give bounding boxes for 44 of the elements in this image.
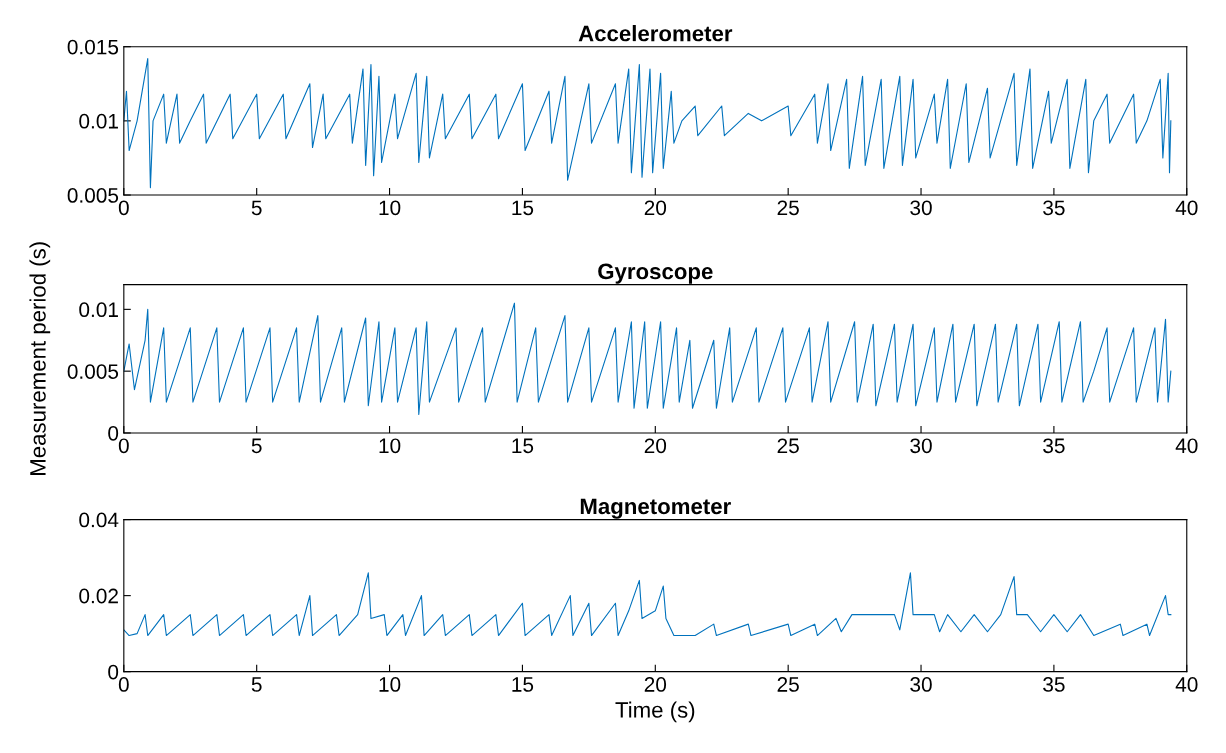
y-tick-label: 0.01 [79,302,118,318]
x-tick-label: 10 [379,438,401,454]
y-tick-label: 0.04 [79,512,119,528]
x-tick-label: 20 [644,200,667,216]
y-tick-label: 0.02 [79,588,118,604]
x-tick-label: 40 [1175,200,1198,216]
x-tick-label: 5 [251,200,262,216]
y-tick-label: 0.005 [67,188,119,203]
x-tick-label: 15 [512,438,534,454]
line-series [123,57,1172,189]
x-tick-label: 20 [644,677,667,692]
x-tick-label: 10 [379,677,401,692]
x-tick-label: 5 [251,438,262,454]
chart-title: Gyroscope [598,263,713,284]
x-tick-label: 35 [1043,438,1065,454]
x-tick-label: 35 [1043,200,1065,216]
x-tick-label: 25 [777,677,799,692]
x-tick-label: 30 [910,677,932,692]
x-tick-label: 0 [118,438,129,454]
x-axis-title: Time (s) [615,701,695,723]
y-tick-label: 0.005 [67,364,119,379]
x-tick-label: 10 [379,200,401,216]
chart-title: Accelerometer [578,25,733,42]
x-tick-label: 30 [910,438,932,454]
x-tick-label: 40 [1175,438,1198,454]
y-tick-label: 0.015 [67,39,119,55]
x-tick-label: 30 [910,200,932,216]
x-tick-label: 25 [777,438,799,454]
x-tick-label: 0 [118,677,129,692]
x-tick-label: 5 [251,677,262,692]
x-tick-label: 40 [1175,677,1198,692]
x-tick-label: 15 [512,677,534,692]
x-tick-label: 15 [512,200,534,216]
chart-title: Magnetometer [580,498,731,519]
line-series [123,572,1172,637]
x-tick-label: 35 [1043,677,1065,692]
y-axis-title: Measurement period (s) [29,242,51,475]
x-tick-label: 0 [118,200,129,216]
y-tick-label: 0 [108,425,119,441]
x-tick-label: 25 [777,200,799,216]
x-tick-label: 20 [644,438,667,454]
y-tick-label: 0 [108,664,119,680]
line-series [123,302,1172,415]
y-tick-label: 0.01 [79,113,118,129]
